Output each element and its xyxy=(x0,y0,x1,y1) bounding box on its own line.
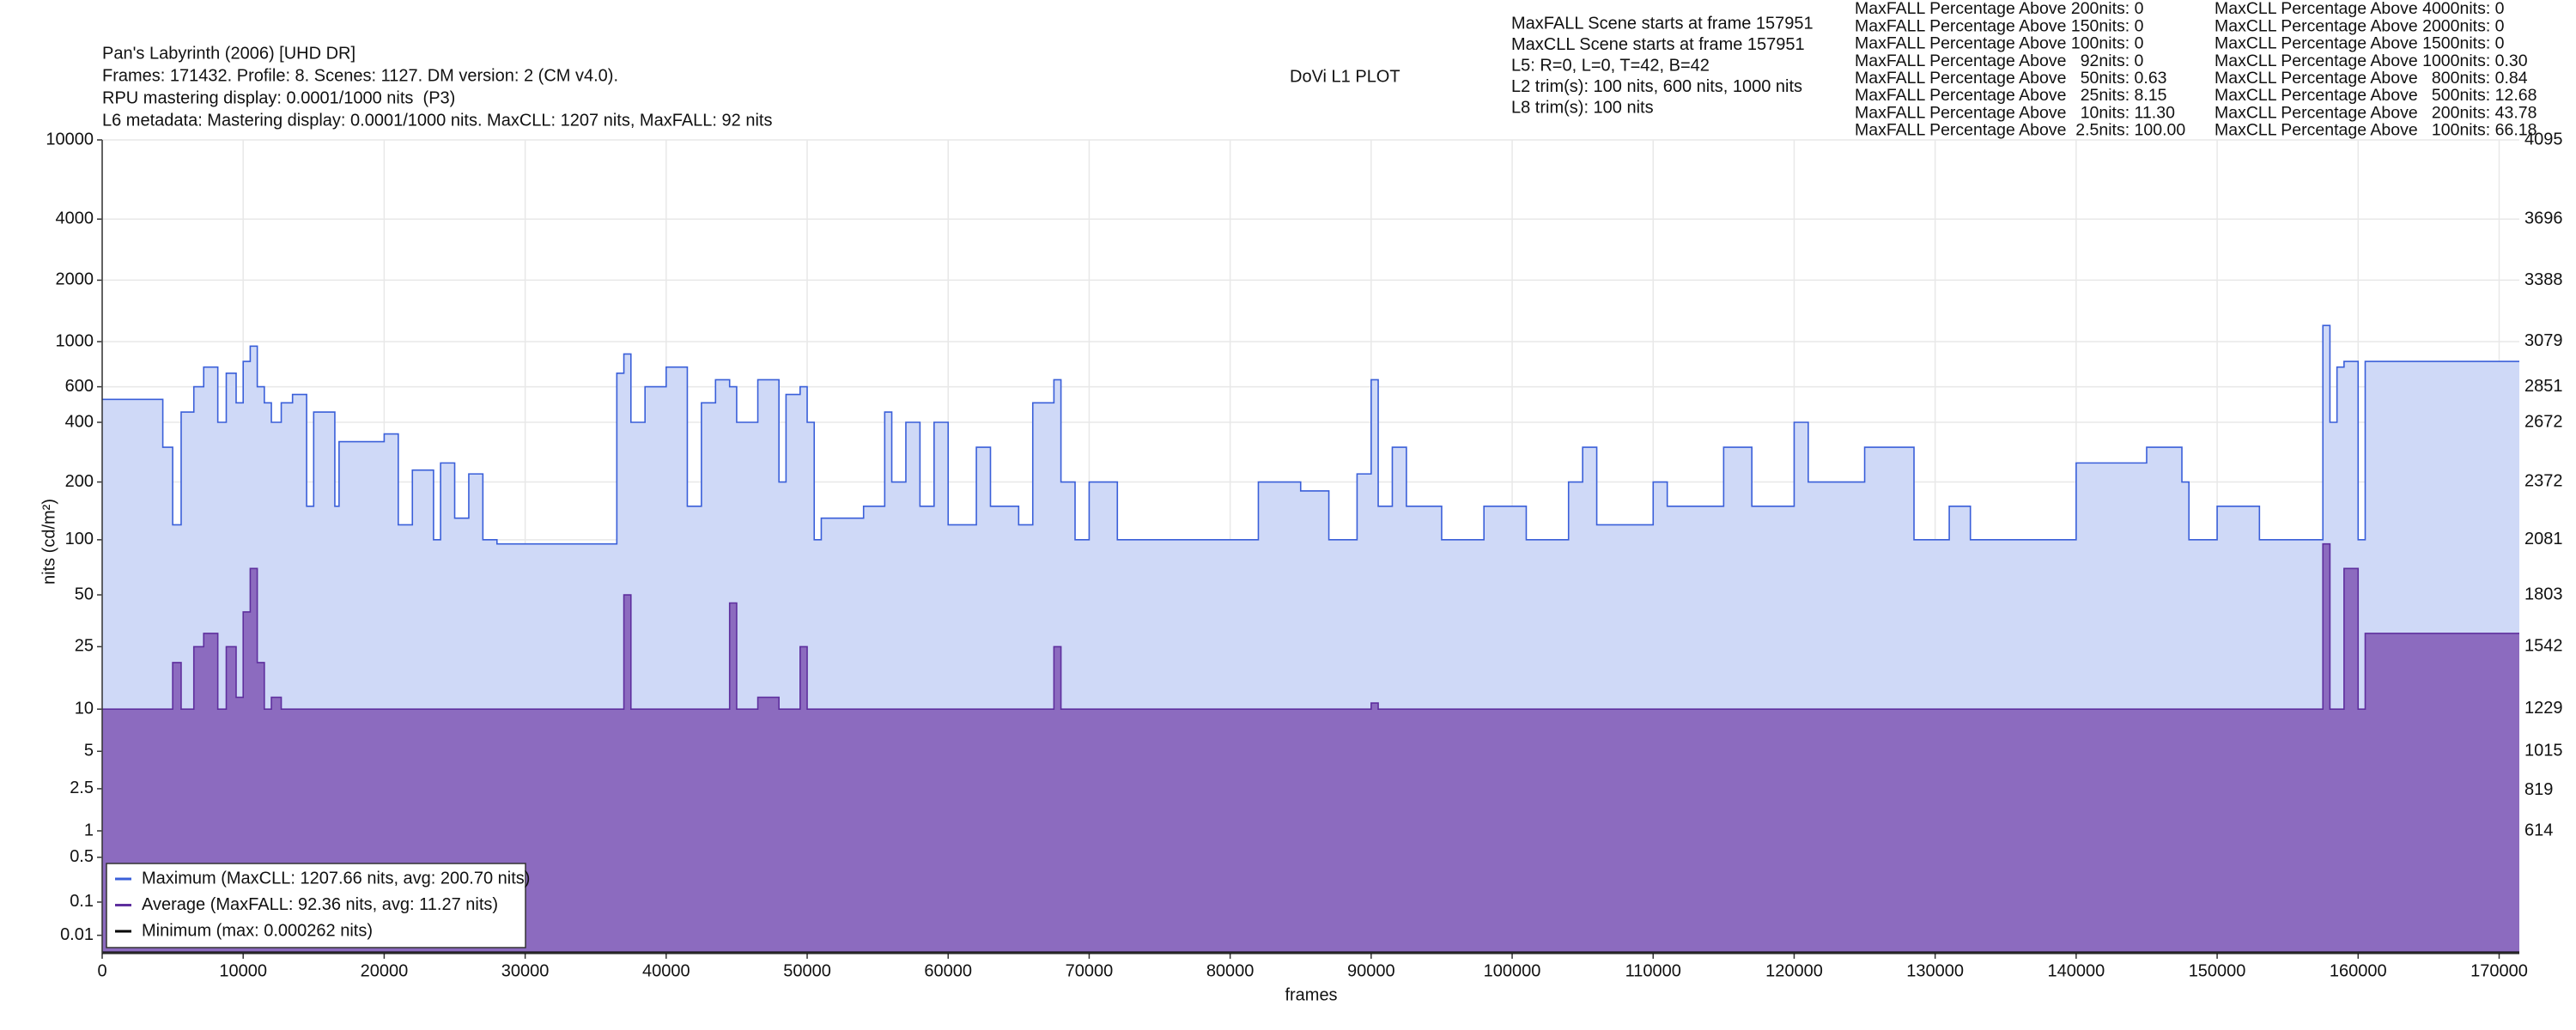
legend-label: Average (MaxFALL: 92.36 nits, avg: 11.27… xyxy=(142,895,498,914)
y2-tick-label: 1803 xyxy=(2524,585,2563,603)
x-tick-label: 30000 xyxy=(501,961,550,980)
y-tick-label: 1000 xyxy=(56,331,94,350)
y-tick-label: 10 xyxy=(75,699,94,718)
legend: Maximum (MaxCLL: 1207.66 nits, avg: 200.… xyxy=(106,863,530,948)
y-tick-label: 600 xyxy=(65,377,94,396)
y-tick-label: 0.5 xyxy=(70,847,94,866)
y-tick-label: 25 xyxy=(75,637,94,656)
info-line: L2 trim(s): 100 nits, 600 nits, 1000 nit… xyxy=(1511,77,1802,96)
y2-tick-label: 1542 xyxy=(2524,637,2563,656)
chart-title: DoVi L1 PLOT xyxy=(1290,67,1400,86)
maxcll-stat: MaxCLL Percentage Above 1500nits: 0 xyxy=(2215,34,2505,53)
maxcll-stat: MaxCLL Percentage Above 1000nits: 0.30 xyxy=(2215,52,2528,70)
y2-tick-label: 2851 xyxy=(2524,377,2563,396)
legend-box xyxy=(106,863,526,948)
y-tick-label: 0.01 xyxy=(60,925,94,944)
y-tick-label: 10000 xyxy=(46,130,94,148)
y-tick-label: 4000 xyxy=(56,209,94,228)
x-tick-label: 0 xyxy=(97,961,106,980)
x-tick-label: 140000 xyxy=(2047,961,2105,980)
maxfall-stat: MaxFALL Percentage Above 100nits: 0 xyxy=(1855,34,2144,53)
x-tick-label: 10000 xyxy=(219,961,267,980)
x-tick-label: 120000 xyxy=(1765,961,1823,980)
maxcll-stat: MaxCLL Percentage Above 800nits: 0.84 xyxy=(2215,69,2528,88)
maxcll-stat: MaxCLL Percentage Above 4000nits: 0 xyxy=(2215,0,2505,18)
y-tick-label: 2.5 xyxy=(70,779,94,797)
maxfall-stat: MaxFALL Percentage Above 150nits: 0 xyxy=(1855,16,2144,35)
y2-tick-label: 2372 xyxy=(2524,472,2563,491)
x-tick-label: 130000 xyxy=(1906,961,1964,980)
y-tick-label: 5 xyxy=(84,742,94,760)
y2-tick-label: 4095 xyxy=(2524,130,2563,148)
header-line: RPU mastering display: 0.0001/1000 nits … xyxy=(102,88,455,107)
info-line: MaxFALL Scene starts at frame 157951 xyxy=(1511,14,1814,33)
x-tick-label: 70000 xyxy=(1066,961,1114,980)
x-tick-label: 160000 xyxy=(2330,961,2387,980)
y-tick-label: 50 xyxy=(75,585,94,603)
y2-tick-label: 3696 xyxy=(2524,209,2563,228)
y-tick-label: 2000 xyxy=(56,270,94,289)
header-line: Frames: 171432. Profile: 8. Scenes: 1127… xyxy=(102,66,618,85)
x-tick-label: 50000 xyxy=(783,961,831,980)
series-line xyxy=(102,324,2519,545)
maxcll-stat: MaxCLL Percentage Above 2000nits: 0 xyxy=(2215,16,2505,35)
info-line: MaxCLL Scene starts at frame 157951 xyxy=(1511,35,1805,54)
y-tick-label: 400 xyxy=(65,412,94,431)
y-tick-label: 100 xyxy=(65,530,94,548)
info-line: L5: R=0, L=0, T=42, B=42 xyxy=(1511,56,1710,75)
maxfall-stat: MaxFALL Percentage Above 50nits: 0.63 xyxy=(1855,69,2167,88)
y2-tick-label: 3079 xyxy=(2524,331,2563,350)
maxcll-stat: MaxCLL Percentage Above 200nits: 43.78 xyxy=(2215,103,2537,122)
series-line xyxy=(102,542,2519,710)
y2-tick-label: 1229 xyxy=(2524,699,2563,718)
y-tick-label: 1 xyxy=(84,821,94,839)
x-axis-label: frames xyxy=(1285,985,1337,1004)
maxfall-stat: MaxFALL Percentage Above 2.5nits: 100.00 xyxy=(1855,121,2185,140)
header-line: L6 metadata: Mastering display: 0.0001/1… xyxy=(102,111,772,130)
x-tick-label: 110000 xyxy=(1625,961,1681,980)
x-tick-label: 80000 xyxy=(1206,961,1255,980)
header-line: Pan's Labyrinth (2006) [UHD DR] xyxy=(102,44,355,63)
y-tick-label: 0.1 xyxy=(70,892,94,911)
y2-tick-label: 2081 xyxy=(2524,530,2563,548)
y-axis-label: nits (cd/m²) xyxy=(39,499,58,585)
x-tick-label: 170000 xyxy=(2470,961,2528,980)
y2-tick-label: 3388 xyxy=(2524,270,2563,289)
y-tick-label: 200 xyxy=(65,472,94,491)
y2-tick-label: 614 xyxy=(2524,821,2553,839)
legend-label: Maximum (MaxCLL: 1207.66 nits, avg: 200.… xyxy=(142,869,530,888)
maxfall-stat: MaxFALL Percentage Above 25nits: 8.15 xyxy=(1855,86,2167,105)
maxcll-stat: MaxCLL Percentage Above 500nits: 12.68 xyxy=(2215,86,2537,105)
legend-label: Minimum (max: 0.000262 nits) xyxy=(142,921,373,940)
x-tick-label: 150000 xyxy=(2189,961,2246,980)
y2-tick-label: 819 xyxy=(2524,780,2553,799)
maxfall-stat: MaxFALL Percentage Above 92nits: 0 xyxy=(1855,52,2144,70)
info-line: L8 trim(s): 100 nits xyxy=(1511,98,1654,117)
x-tick-label: 40000 xyxy=(642,961,690,980)
x-tick-label: 100000 xyxy=(1484,961,1541,980)
x-tick-label: 60000 xyxy=(924,961,972,980)
maxfall-stat: MaxFALL Percentage Above 200nits: 0 xyxy=(1855,0,2144,18)
x-tick-label: 20000 xyxy=(361,961,409,980)
y2-tick-label: 2672 xyxy=(2524,412,2563,431)
y2-tick-label: 1015 xyxy=(2524,742,2563,760)
maxcll-stat: MaxCLL Percentage Above 100nits: 66.18 xyxy=(2215,121,2537,140)
x-tick-label: 90000 xyxy=(1347,961,1395,980)
series-area xyxy=(102,543,2519,953)
maxfall-stat: MaxFALL Percentage Above 10nits: 11.30 xyxy=(1855,103,2175,122)
